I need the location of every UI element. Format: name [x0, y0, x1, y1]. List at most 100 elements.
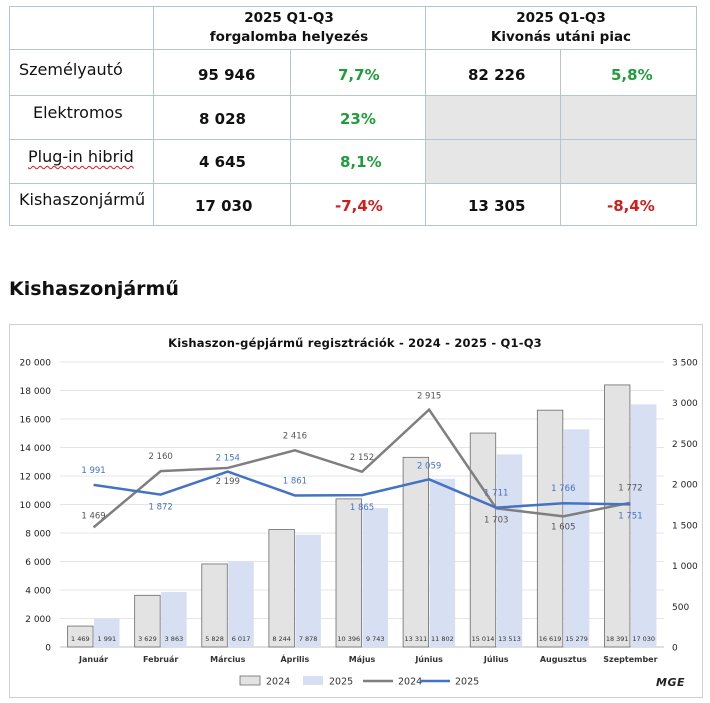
right-tick-label: 1 500 [672, 521, 698, 531]
line-2025-label: 1 751 [618, 511, 642, 521]
legend-swatch-bar-2025 [303, 676, 323, 685]
left-tick-label: 8 000 [25, 530, 51, 540]
row-label: Személyautó [19, 60, 123, 79]
bar-2024 [67, 625, 94, 648]
bar-2024-label: 3 629 [138, 635, 157, 643]
bar-2025-label: 17 030 [632, 635, 655, 643]
section-title: Kishaszonjármű [9, 278, 179, 300]
bar-2024 [469, 432, 497, 648]
reg-value: 4 645 [199, 153, 246, 171]
right-tick-label: 1 000 [672, 562, 698, 572]
header-registration-line1: 2025 Q1-Q3 [244, 10, 334, 26]
line-2025-label: 1 991 [81, 466, 105, 476]
left-tick-label: 4 000 [25, 587, 51, 597]
category-label: Február [143, 655, 178, 664]
category-label: Augusztus [540, 655, 587, 664]
line-2024-label: 2 199 [216, 477, 240, 487]
legend-label-line-2025: 2025 [455, 677, 479, 688]
row-label: Plug-in hibrid [28, 147, 134, 166]
bar-2024-label: 8 244 [272, 635, 291, 643]
post-value: 13 305 [468, 197, 526, 215]
chart-title: Kishaszon-gépjármű regisztrációk - 2024 … [168, 336, 542, 350]
left-tick-label: 18 000 [20, 387, 52, 397]
line-2025-label: 1 711 [484, 489, 508, 499]
reg-percent: 7,7% [338, 66, 380, 84]
right-tick-label: 3 000 [672, 399, 698, 409]
right-tick-label: 2 000 [672, 481, 698, 491]
bar-2025 [295, 534, 321, 647]
bar-2024 [201, 563, 228, 648]
bar-2024 [335, 498, 362, 648]
bar-2025 [94, 618, 120, 647]
line-2024-label: 2 152 [350, 453, 374, 463]
reg-percent: 8,1% [340, 153, 382, 171]
bar-2024 [604, 384, 631, 648]
left-tick-label: 0 [45, 644, 51, 654]
summary-table: 2025 Q1-Q3 forgalomba helyezés 2025 Q1-Q… [9, 6, 697, 226]
category-label: Március [210, 655, 245, 664]
bar-2025 [563, 429, 590, 647]
row-label: Kishaszonjármű [19, 190, 146, 209]
post-value: 82 226 [468, 66, 526, 84]
bar-2024-label: 1 469 [71, 635, 90, 643]
legend-label-bar-2024: 2024 [266, 677, 290, 688]
right-tick-label: 500 [672, 603, 689, 613]
bar-2024-label: 10 396 [337, 635, 360, 643]
line-2025-label: 2 059 [417, 461, 441, 471]
header-registration: 2025 Q1-Q3 forgalomba helyezés [153, 9, 425, 47]
category-label: Január [78, 655, 108, 664]
bar-2025 [228, 561, 254, 647]
left-tick-label: 2 000 [25, 615, 51, 625]
header-post-market-line2: Kivonás utáni piac [490, 29, 632, 45]
post-percent: -8,4% [607, 197, 655, 215]
category-label: Április [280, 653, 309, 664]
bar-2025-label: 3 863 [165, 635, 184, 643]
left-tick-label: 12 000 [20, 473, 52, 483]
left-tick-label: 14 000 [20, 444, 52, 454]
bar-2025-label: 6 017 [232, 635, 251, 643]
category-label: Június [414, 655, 443, 664]
reg-percent: 23% [340, 110, 376, 128]
bar-2024-label: 13 311 [404, 635, 427, 643]
reg-percent: -7,4% [335, 197, 383, 215]
header-post-market-line1: 2025 Q1-Q3 [516, 10, 606, 26]
line-2024-label: 1 772 [618, 484, 642, 494]
bar-2024 [402, 456, 430, 648]
line-2024-label: 1 469 [81, 511, 105, 521]
line-2025 [93, 470, 631, 509]
bar-2025 [429, 478, 456, 647]
reg-value: 17 030 [195, 197, 253, 215]
bar-2024-label: 15 014 [472, 635, 495, 643]
right-tick-label: 3 500 [672, 359, 698, 369]
mge-logo: MGE [656, 676, 685, 689]
bar-2025-label: 13 513 [498, 635, 521, 643]
bar-2024 [268, 529, 295, 648]
bar-2024-label: 16 619 [539, 635, 562, 643]
row-label: Elektromos [33, 103, 123, 122]
line-2025-label: 2 154 [216, 454, 240, 464]
reg-value: 8 028 [199, 110, 246, 128]
header-post-market: 2025 Q1-Q3 Kivonás utáni piac [425, 9, 697, 47]
category-label: Július [483, 655, 509, 664]
right-tick-label: 2 500 [672, 440, 698, 450]
left-tick-label: 10 000 [20, 501, 52, 511]
line-2024-label: 2 160 [148, 452, 172, 462]
line-2025-label: 1 865 [350, 503, 374, 513]
line-2025-label: 1 861 [283, 476, 307, 486]
right-tick-label: 0 [672, 644, 678, 654]
bar-2025 [161, 591, 187, 647]
bar-2025-label: 7 878 [299, 635, 318, 643]
bar-2024 [536, 409, 564, 648]
bar-2024-label: 5 828 [205, 635, 224, 643]
bar-2025 [630, 404, 657, 647]
bar-2025-label: 1 991 [98, 635, 117, 643]
reg-value: 95 946 [198, 66, 256, 84]
line-2024 [92, 407, 631, 529]
category-label: Május [349, 655, 376, 664]
left-tick-label: 6 000 [25, 558, 51, 568]
legend-label-line-2024: 2024 [398, 677, 422, 688]
line-2025-label: 1 872 [148, 503, 172, 513]
left-tick-label: 20 000 [20, 359, 52, 369]
line-2024-label: 1 605 [551, 522, 575, 532]
